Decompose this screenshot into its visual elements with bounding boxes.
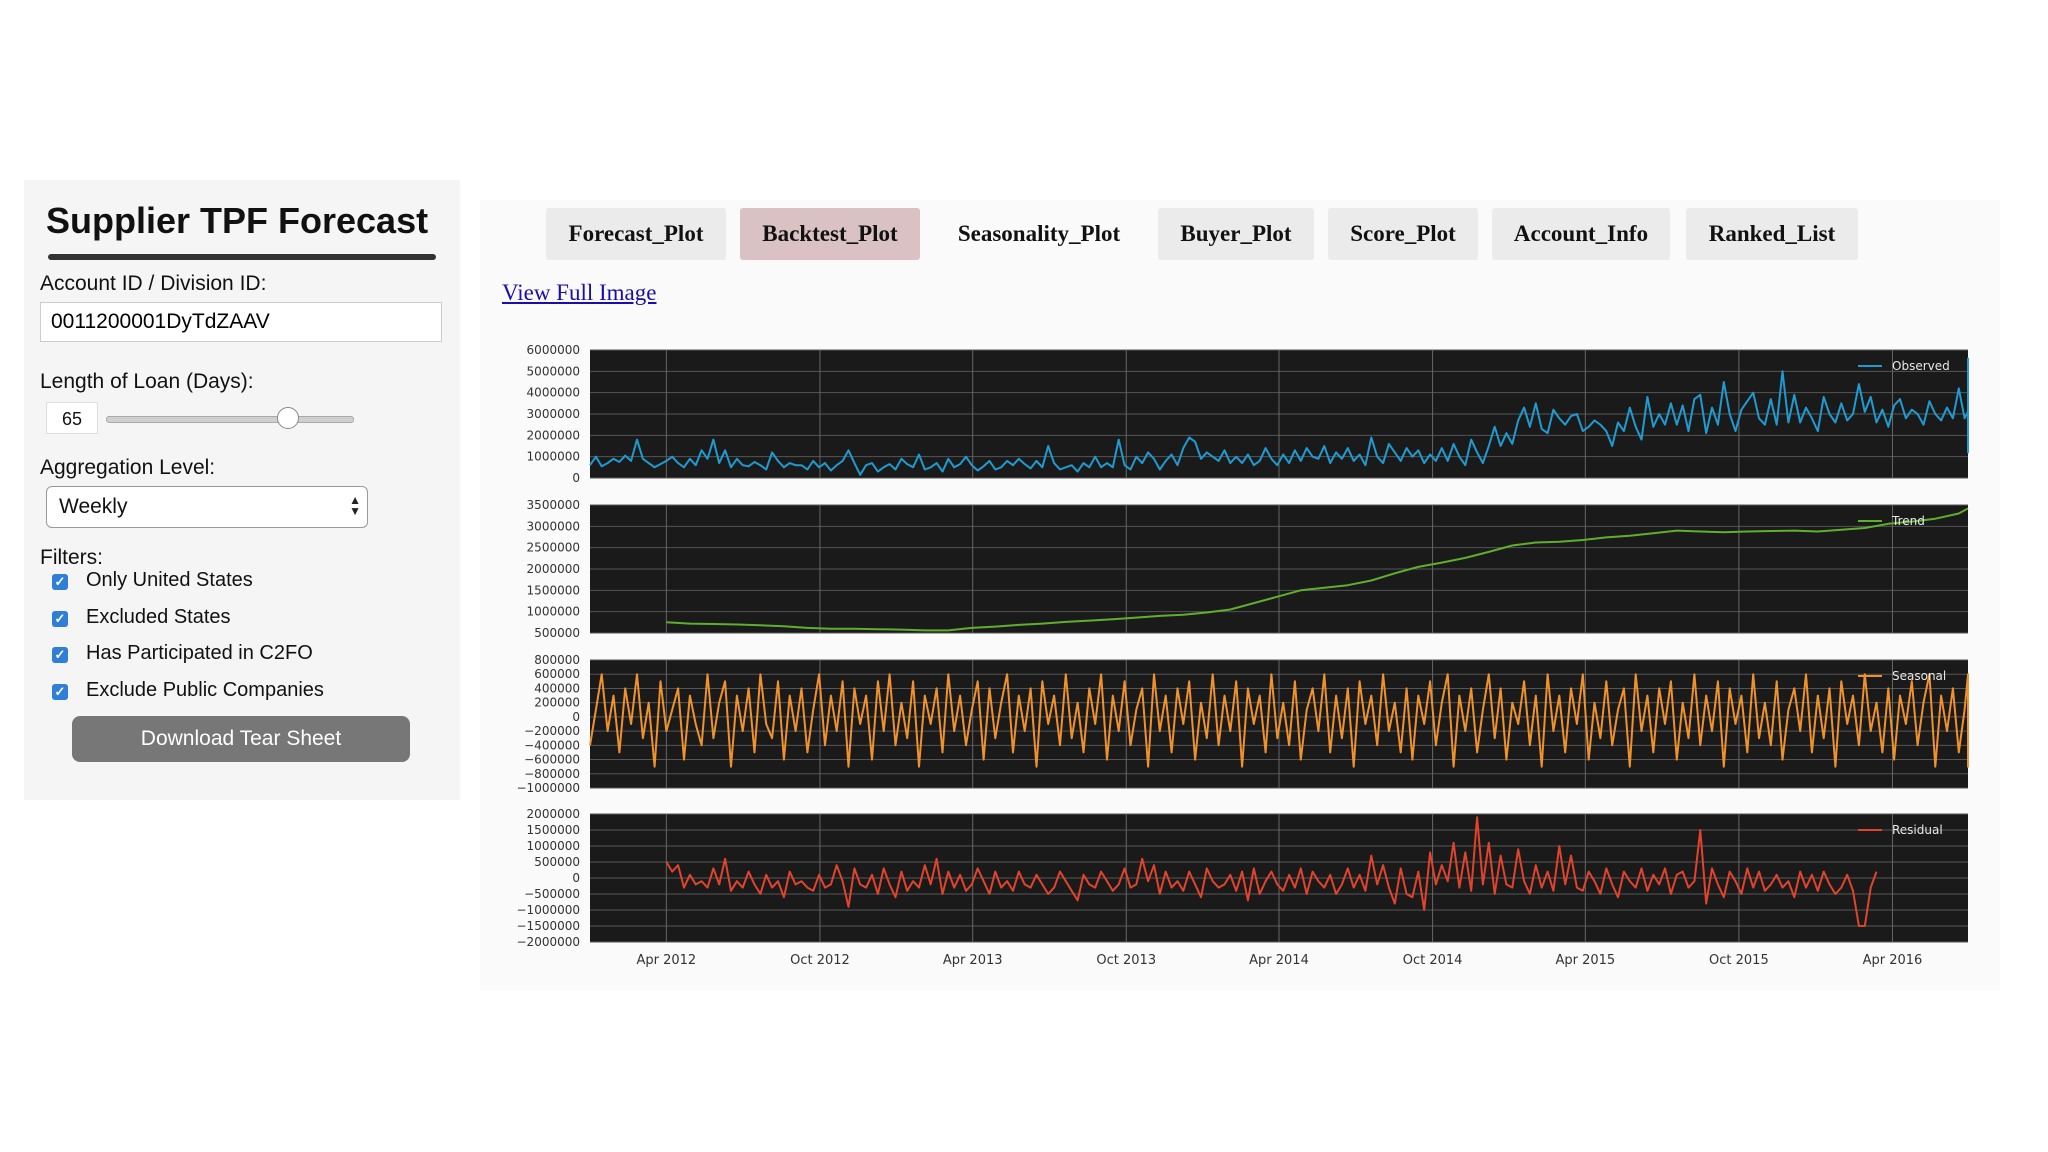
app-title: Supplier TPF Forecast (46, 200, 429, 241)
tab-score-plot[interactable]: Score_Plot (1328, 208, 1478, 260)
main-panel: Forecast_Plot Backtest_Plot Seasonality_… (480, 200, 2000, 990)
y-tick-label: −2000000 (517, 935, 581, 949)
download-tear-sheet-button[interactable]: Download Tear Sheet (72, 716, 410, 762)
x-tick-label: Apr 2015 (1555, 953, 1615, 968)
filter-checkbox-excluded-states[interactable]: ✓ (52, 611, 68, 627)
y-tick-label: 2000000 (527, 428, 580, 442)
filter-checkbox-public[interactable]: ✓ (52, 684, 68, 700)
y-tick-label: 2500000 (527, 541, 580, 555)
y-tick-label: −800000 (524, 767, 580, 781)
panel-residual: 2000000 1500000 1000000 500000 0 −500000 −1000… (517, 807, 1968, 949)
legend-label: Seasonal (1892, 669, 1946, 683)
x-tick-label: Apr 2014 (1249, 953, 1309, 968)
filter-label-c2fo: Has Participated in C2FO (86, 642, 313, 664)
y-tick-label: −1000000 (517, 781, 581, 795)
updown-arrows-icon: ▲ ▼ (349, 493, 361, 518)
loan-length-value[interactable]: 65 (46, 402, 98, 434)
y-tick-label: 0 (572, 471, 580, 485)
title-underline (48, 254, 436, 260)
series-line-trend (666, 507, 1969, 632)
x-tick-label: Apr 2012 (637, 953, 697, 968)
view-full-image-link[interactable]: View Full Image (502, 280, 657, 305)
y-tick-label: 600000 (534, 667, 580, 681)
series-line-residual (665, 816, 1878, 927)
series-line-seasonal (589, 673, 1969, 768)
x-tick-label: Oct 2014 (1403, 953, 1463, 968)
tab-forecast-plot[interactable]: Forecast_Plot (546, 208, 726, 260)
panel-seasonal: 8000006000004000002000000−200000−400000−… (517, 653, 1969, 795)
aggregation-label: Aggregation Level: (40, 456, 216, 479)
y-tick-label: 1000000 (527, 839, 580, 853)
y-tick-label: 3000000 (527, 407, 580, 421)
y-tick-label: 1000000 (527, 605, 580, 619)
legend-label: Residual (1892, 823, 1943, 837)
x-tick-label: Oct 2015 (1709, 953, 1769, 968)
x-tick-label: Oct 2012 (790, 953, 850, 968)
y-tick-label: 3500000 (527, 498, 580, 512)
y-tick-label: 1500000 (527, 583, 580, 597)
x-tick-label: Apr 2013 (943, 953, 1003, 968)
y-tick-label: −200000 (524, 724, 580, 738)
filter-label-public: Exclude Public Companies (86, 679, 324, 701)
y-tick-label: 3000000 (527, 519, 580, 533)
y-tick-label: −500000 (524, 887, 580, 901)
filter-checkbox-us[interactable]: ✓ (52, 574, 68, 590)
tab-buyer-plot[interactable]: Buyer_Plot (1158, 208, 1314, 260)
panel-observed: 6000000 5000000 4000000 3000000 2000000 10000… (527, 343, 1969, 485)
sidebar-panel: Supplier TPF Forecast Account ID / Divis… (24, 180, 460, 800)
loan-length-slider[interactable] (106, 407, 354, 429)
y-tick-label: −1500000 (517, 919, 581, 933)
legend-label: Trend (1891, 514, 1925, 528)
y-tick-label: 400000 (534, 681, 580, 695)
filter-label-excluded-states: Excluded States (86, 606, 231, 628)
y-tick-label: 0 (572, 871, 580, 885)
y-tick-label: 500000 (534, 626, 580, 640)
y-tick-label: 800000 (534, 653, 580, 667)
slider-handle[interactable] (276, 407, 299, 429)
y-tick-label: 200000 (534, 696, 580, 710)
y-tick-label: 1000000 (527, 450, 580, 464)
tab-ranked-list[interactable]: Ranked_List (1686, 208, 1858, 260)
y-tick-label: −400000 (524, 738, 580, 752)
legend-label: Observed (1892, 359, 1950, 373)
tab-seasonality-plot[interactable]: Seasonality_Plot (957, 221, 1121, 246)
y-tick-label: 6000000 (527, 343, 580, 357)
y-tick-label: 2000000 (527, 807, 580, 821)
y-tick-label: 0 (572, 710, 580, 724)
panel-trend: 3500000 3000000 2500000 2000000 1500000 10000… (527, 498, 1969, 640)
y-tick-label: 1500000 (527, 823, 580, 837)
filter-label-us: Only United States (86, 569, 253, 591)
tab-account-info[interactable]: Account_Info (1492, 208, 1670, 260)
y-tick-label: 5000000 (527, 364, 580, 378)
decomposition-chart: 6000000500000040000003000000200000010000… (517, 343, 1969, 968)
account-id-input[interactable] (40, 302, 442, 342)
y-tick-label: −600000 (524, 753, 580, 767)
loan-length-label: Length of Loan (Days): (40, 370, 254, 393)
x-tick-label: Apr 2016 (1863, 953, 1923, 968)
tab-backtest-plot[interactable]: Backtest_Plot (740, 208, 920, 260)
y-tick-label: 4000000 (527, 386, 580, 400)
account-id-label: Account ID / Division ID: (40, 272, 267, 295)
aggregation-select[interactable]: Weekly ▲ ▼ (46, 486, 368, 528)
filter-checkbox-c2fo[interactable]: ✓ (52, 647, 68, 663)
filters-label: Filters: (40, 546, 103, 569)
y-tick-label: 2000000 (527, 562, 580, 576)
y-tick-label: −1000000 (517, 903, 581, 917)
series-line-observed (589, 357, 1969, 476)
x-tick-label: Oct 2013 (1096, 953, 1156, 968)
aggregation-selected-value: Weekly (59, 495, 128, 518)
y-tick-label: 500000 (534, 855, 580, 869)
